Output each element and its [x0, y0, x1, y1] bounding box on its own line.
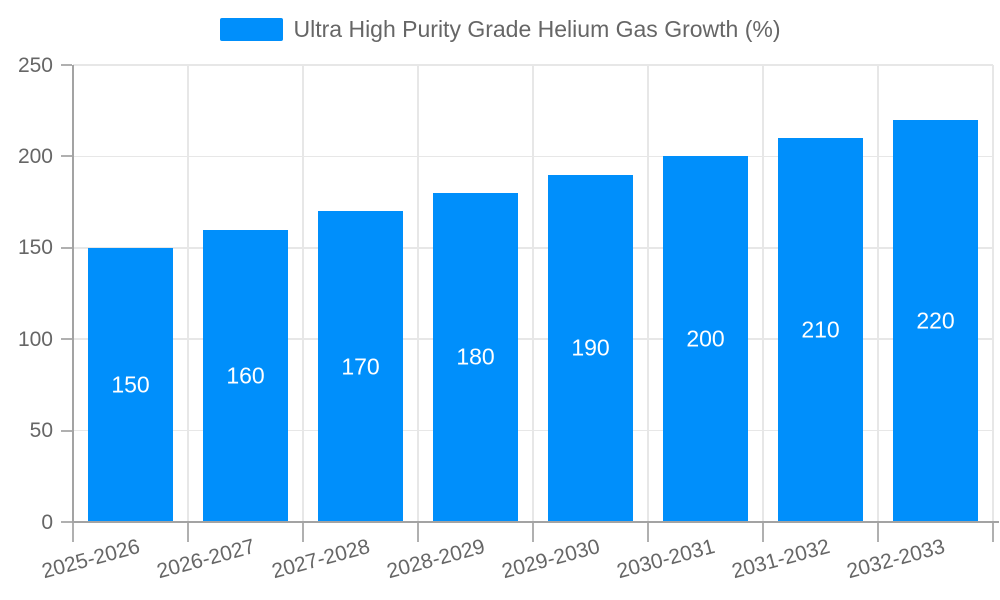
x-axis-line	[72, 521, 999, 523]
bar-2025-2026[interactable]: 150	[88, 247, 173, 522]
x-axis-tick	[72, 522, 74, 542]
x-axis-tick	[877, 522, 879, 542]
bar-2029-2030[interactable]: 190	[548, 174, 633, 522]
x-axis-label: 2032-2033	[844, 535, 948, 584]
y-axis-tick-label: 50	[29, 419, 53, 443]
bar-value-label: 150	[111, 371, 150, 398]
y-axis-tick	[61, 521, 72, 523]
x-axis-label: 2026-2027	[154, 535, 258, 584]
x-axis-label: 2028-2029	[384, 535, 488, 584]
bar-2032-2033[interactable]: 220	[893, 119, 978, 522]
y-axis-tick-label: 200	[17, 144, 53, 168]
gridline-vertical	[532, 65, 534, 522]
x-axis-tick	[532, 522, 534, 542]
x-axis-tick	[417, 522, 419, 542]
x-axis-tick	[302, 522, 304, 542]
y-axis-line	[72, 65, 74, 522]
y-axis-tick-label: 0	[41, 510, 53, 534]
gridline-vertical	[762, 65, 764, 522]
y-axis-tick	[61, 338, 72, 341]
x-axis-tick	[187, 522, 189, 542]
y-axis-tick-label: 250	[17, 53, 53, 77]
y-axis-tick-label: 150	[17, 236, 53, 260]
y-axis-tick-label: 100	[17, 327, 53, 351]
gridline-vertical	[417, 65, 419, 522]
gridline-vertical	[877, 65, 879, 522]
x-axis-label: 2031-2032	[729, 535, 833, 584]
x-axis-tick	[992, 522, 994, 542]
x-axis-label: 2027-2028	[269, 535, 373, 584]
x-axis-tick	[762, 522, 764, 542]
gridline-vertical	[187, 65, 189, 522]
legend-marker-icon	[219, 18, 283, 42]
y-axis-tick	[61, 64, 72, 66]
bar-value-label: 180	[456, 343, 495, 370]
bar-value-label: 190	[571, 334, 610, 361]
x-axis-tick	[647, 522, 649, 542]
bar-value-label: 220	[916, 307, 955, 334]
x-axis-label: 2030-2031	[614, 535, 718, 584]
bar-2028-2029[interactable]: 180	[433, 192, 518, 522]
legend-label: Ultra High Purity Grade Helium Gas Growt…	[293, 16, 781, 42]
legend-item[interactable]: Ultra High Purity Grade Helium Gas Growt…	[0, 16, 1000, 42]
plot-area: 150 160 170 180 190 200 210 220	[72, 64, 999, 523]
bar-value-label: 170	[341, 353, 380, 380]
bar-2027-2028[interactable]: 170	[318, 211, 403, 522]
bar-value-label: 160	[226, 362, 265, 389]
gridline-vertical	[647, 65, 649, 522]
y-axis-tick	[61, 246, 72, 249]
gridline-vertical	[302, 65, 304, 522]
x-axis-label: 2029-2030	[499, 535, 603, 584]
bar-value-label: 200	[686, 325, 725, 352]
bar-2031-2032[interactable]: 210	[778, 138, 863, 522]
y-axis-tick	[61, 429, 72, 432]
y-axis-tick	[61, 155, 72, 158]
bar-2030-2031[interactable]: 200	[663, 156, 748, 522]
gridline-vertical	[992, 65, 994, 522]
x-axis-label: 2025-2026	[39, 535, 143, 584]
bar-2026-2027[interactable]: 160	[203, 229, 288, 522]
bar-value-label: 210	[801, 316, 840, 343]
